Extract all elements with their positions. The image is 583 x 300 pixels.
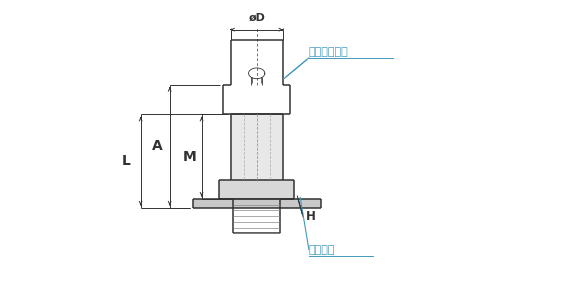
Text: A: A — [152, 139, 162, 153]
Text: øD: øD — [248, 12, 265, 22]
Text: M: M — [183, 150, 197, 164]
Text: H: H — [306, 210, 316, 224]
Bar — [219, 180, 294, 199]
Bar — [231, 114, 283, 180]
Bar — [193, 199, 321, 208]
Text: L: L — [122, 154, 131, 168]
Text: 適用チューブ: 適用チューブ — [309, 47, 349, 57]
Text: 接続ねじ: 接続ねじ — [309, 244, 335, 255]
